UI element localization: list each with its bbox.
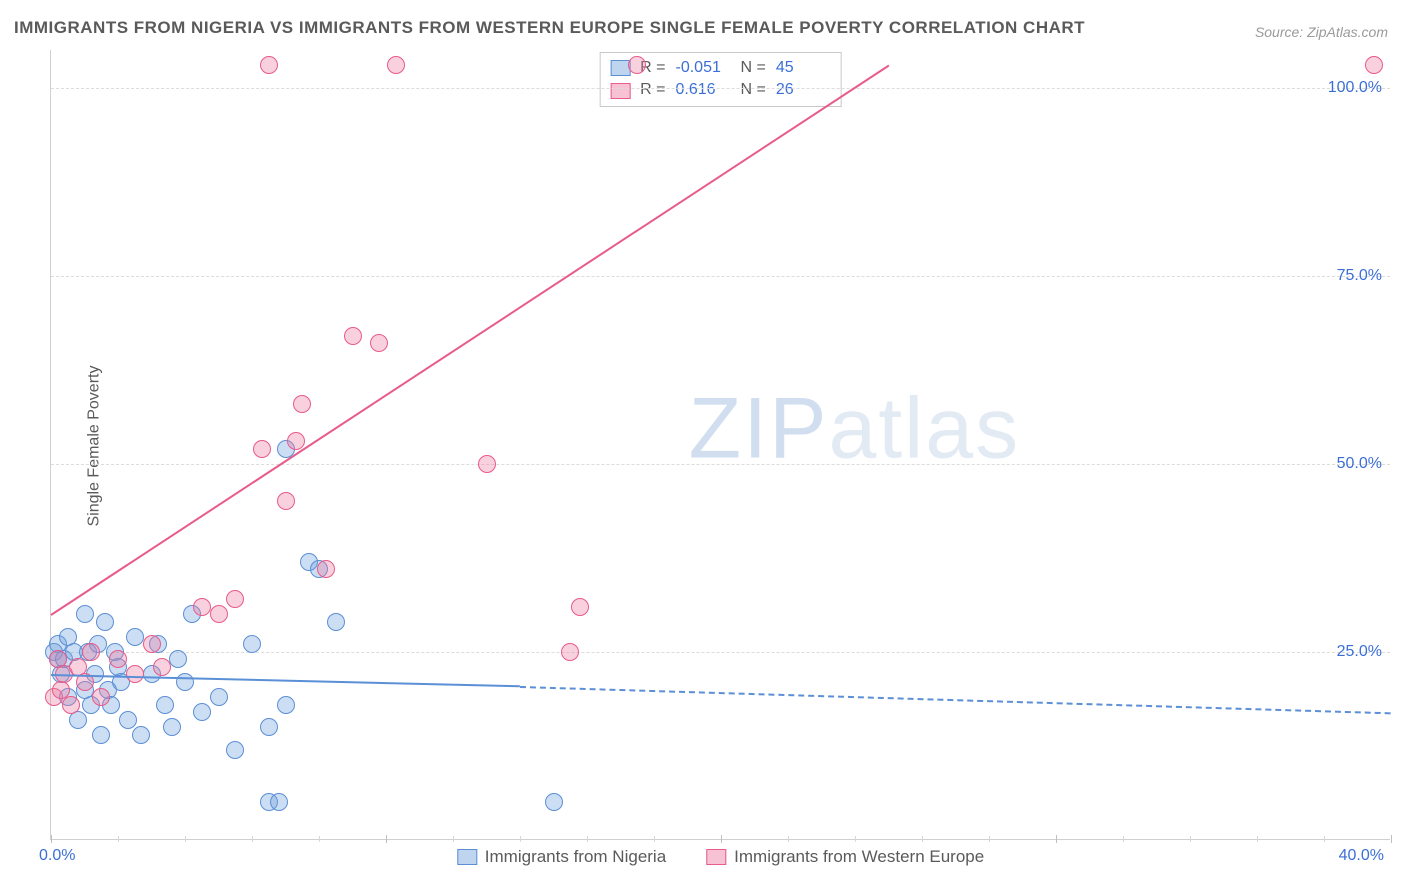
legend-swatch-nigeria bbox=[457, 849, 477, 865]
swatch-nigeria bbox=[610, 60, 630, 76]
xaxis-max-label: 40.0% bbox=[1339, 847, 1384, 865]
data-point bbox=[92, 726, 110, 744]
data-point bbox=[243, 635, 261, 653]
data-point bbox=[210, 605, 228, 623]
plot-area: ZIPatlas R = -0.051 N = 45 R = 0.616 N =… bbox=[50, 50, 1390, 840]
data-point bbox=[62, 696, 80, 714]
data-point bbox=[628, 56, 646, 74]
xtick-minor bbox=[922, 836, 923, 842]
gridline bbox=[51, 276, 1390, 277]
xtick-minor bbox=[520, 836, 521, 842]
data-point bbox=[76, 605, 94, 623]
stats-row-weurope: R = 0.616 N = 26 bbox=[610, 79, 831, 101]
data-point bbox=[1365, 56, 1383, 74]
xtick-minor bbox=[855, 836, 856, 842]
data-point bbox=[253, 440, 271, 458]
ytick-label: 100.0% bbox=[1328, 79, 1382, 97]
swatch-weurope bbox=[610, 83, 630, 99]
data-point bbox=[293, 395, 311, 413]
xtick-minor bbox=[1324, 836, 1325, 842]
data-point bbox=[561, 643, 579, 661]
data-point bbox=[126, 665, 144, 683]
data-point bbox=[344, 327, 362, 345]
data-point bbox=[387, 56, 405, 74]
xtick-major bbox=[386, 835, 387, 843]
data-point bbox=[327, 613, 345, 631]
data-point bbox=[109, 650, 127, 668]
data-point bbox=[277, 696, 295, 714]
data-point bbox=[260, 56, 278, 74]
data-point bbox=[126, 628, 144, 646]
data-point bbox=[210, 688, 228, 706]
legend: Immigrants from Nigeria Immigrants from … bbox=[457, 847, 984, 867]
data-point bbox=[169, 650, 187, 668]
data-point bbox=[92, 688, 110, 706]
ytick-label: 50.0% bbox=[1337, 455, 1382, 473]
source-label: Source: ZipAtlas.com bbox=[1255, 24, 1388, 40]
xaxis-min-label: 0.0% bbox=[39, 847, 75, 865]
xtick-minor bbox=[252, 836, 253, 842]
data-point bbox=[193, 598, 211, 616]
data-point bbox=[277, 492, 295, 510]
legend-item-nigeria: Immigrants from Nigeria bbox=[457, 847, 666, 867]
data-point bbox=[226, 590, 244, 608]
data-point bbox=[143, 635, 161, 653]
data-point bbox=[317, 560, 335, 578]
data-point bbox=[82, 643, 100, 661]
xtick-major bbox=[1056, 835, 1057, 843]
data-point bbox=[545, 793, 563, 811]
xtick-minor bbox=[1257, 836, 1258, 842]
xtick-minor bbox=[185, 836, 186, 842]
xtick-minor bbox=[654, 836, 655, 842]
data-point bbox=[370, 334, 388, 352]
gridline bbox=[51, 464, 1390, 465]
data-point bbox=[163, 718, 181, 736]
data-point bbox=[176, 673, 194, 691]
trend-line bbox=[50, 65, 889, 616]
xtick-minor bbox=[788, 836, 789, 842]
xtick-major bbox=[51, 835, 52, 843]
xtick-minor bbox=[1123, 836, 1124, 842]
trend-line bbox=[520, 686, 1391, 714]
data-point bbox=[226, 741, 244, 759]
xtick-minor bbox=[989, 836, 990, 842]
data-point bbox=[260, 718, 278, 736]
gridline bbox=[51, 88, 1390, 89]
chart-title: IMMIGRANTS FROM NIGERIA VS IMMIGRANTS FR… bbox=[14, 18, 1085, 38]
data-point bbox=[156, 696, 174, 714]
xtick-major bbox=[1391, 835, 1392, 843]
xtick-minor bbox=[319, 836, 320, 842]
data-point bbox=[571, 598, 589, 616]
xtick-minor bbox=[118, 836, 119, 842]
data-point bbox=[287, 432, 305, 450]
ytick-label: 75.0% bbox=[1337, 267, 1382, 285]
legend-item-weurope: Immigrants from Western Europe bbox=[706, 847, 984, 867]
data-point bbox=[132, 726, 150, 744]
data-point bbox=[270, 793, 288, 811]
data-point bbox=[153, 658, 171, 676]
xtick-minor bbox=[1190, 836, 1191, 842]
xtick-minor bbox=[453, 836, 454, 842]
data-point bbox=[96, 613, 114, 631]
data-point bbox=[478, 455, 496, 473]
legend-swatch-weurope bbox=[706, 849, 726, 865]
ytick-label: 25.0% bbox=[1337, 643, 1382, 661]
data-point bbox=[193, 703, 211, 721]
data-point bbox=[119, 711, 137, 729]
xtick-major bbox=[721, 835, 722, 843]
xtick-minor bbox=[587, 836, 588, 842]
